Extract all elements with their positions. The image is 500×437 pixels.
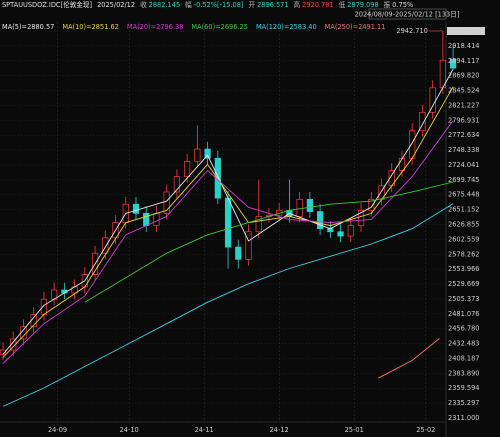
y-tick-label: 2894.117 [448,57,479,65]
y-tick-label: 2481.076 [448,310,479,318]
date: 2025/02/12 [97,1,135,9]
x-tick-label: 25-01 [345,426,364,434]
y-tick-label: 2675.448 [448,191,479,199]
y-tick-label: 2699.745 [448,176,479,184]
y-tick-label: 2626.855 [448,221,479,229]
header-label: 低 [339,0,346,9]
candle-body [347,225,354,237]
candle-body [296,198,303,217]
x-tick-label: 25-02 [416,426,435,434]
legend-entry: MA(5)=2880.57 [2,23,54,31]
plot [0,22,457,422]
y-tick-label: 2651.152 [448,206,479,214]
y-tick-label: 2918.414 [448,42,479,50]
legend-entry: MA(60)=2696.25 [191,23,248,31]
header-label: 开 [248,1,255,9]
candle-body [163,191,170,214]
header-value: -0.52%[-15.08] [194,1,244,9]
header-label: 幅 [185,0,192,9]
y-tick-label: 2845.524 [448,87,479,95]
x-tick-label: 24-12 [270,426,289,434]
ma-line [84,181,454,303]
candle-body [398,157,406,171]
y-tick-label: 2821.227 [448,101,479,109]
candle-body [40,298,48,315]
candle-body [235,246,242,260]
candle-body [194,148,201,162]
x-tick-label: 24-10 [120,426,139,434]
legend-entry: MA(20)=2796.38 [127,23,184,31]
ma-line [2,203,454,407]
candle-body [419,111,426,132]
header-label: 振 [384,0,391,9]
candle-body [306,198,313,212]
ma-line [2,120,454,364]
y-tick-label: 2869.820 [448,72,479,80]
y-tick-label: 2724.041 [448,161,479,169]
y-tick-label: 2359.594 [448,384,479,392]
candle-body [368,198,375,211]
x-tick-label: 24-11 [195,426,214,434]
candle-body [153,213,160,226]
ma-line [2,86,454,358]
y-tick-label: 2383.890 [448,369,479,377]
y-tick-label: 2748.338 [448,146,479,154]
candle-body [102,237,109,254]
candle-body [255,216,262,233]
candle-body [449,58,457,69]
y-tick-label: 2311.000 [448,414,479,422]
max-tick-box [447,27,485,35]
y-tick-label: 2335.297 [448,399,479,407]
y-tick-label: 2505.373 [448,295,479,303]
x-tick-label: 24-09 [48,426,67,434]
y-tick-label: 2553.966 [448,265,479,273]
header-value: 2920.781 [302,1,333,9]
candle-body [20,326,27,340]
candle-body [10,338,17,351]
y-tick-label: 2408.187 [448,354,479,362]
header: SPTAUUSDOZ.IDC[伦敦金现] 2025/02/12 收 2882.145 幅… [2,0,413,9]
range-box [368,8,447,20]
max-annotation: 2942.710 [396,27,427,35]
candle-body [317,211,324,230]
candle-body [132,203,140,214]
ma-line [377,338,440,379]
candle-body [173,176,180,193]
header-value: 2879.098 [347,1,378,9]
y-tick-label: 2432.483 [448,340,479,348]
ma-line [2,68,454,355]
candle-body [224,197,232,248]
y-tick-label: 2578.262 [448,250,479,258]
legend-entry: MA(10)=2851.62 [62,23,119,31]
symbol: SPTAUUSDOZ.IDC[伦敦金现] [2,0,92,9]
candle-body [337,231,344,237]
legend: MA(5)=2880.57 MA(10)=2851.62 MA(20)=2796.3… [2,23,385,31]
y-tick-label: 2796.931 [448,116,479,124]
candle-body [245,231,252,260]
y-tick-label: 2942.710 [448,27,479,35]
candle-body [184,160,191,177]
header-label: 高 [294,0,301,9]
header-value: 0.75% [392,1,413,9]
y-tick-label: 2456.780 [448,325,479,333]
candle-body [429,87,436,113]
candle-body [204,148,211,159]
legend-entry: MA(120)=2583.40 [256,23,317,31]
y-tick-label: 2602.559 [448,235,479,243]
date-range: 2024/08/09-2025/02/12 [133日] [355,11,460,19]
candle-body [143,213,150,226]
candle-body [357,209,365,226]
header-label: 收 [140,0,147,9]
y-tick-label: 2529.669 [448,280,479,288]
header-value: 2882.145 [149,1,180,9]
legend-entry: MA(250)=2491.11 [325,23,386,31]
header-value: 2896.571 [257,1,288,9]
y-tick-label: 2772.634 [448,131,479,139]
